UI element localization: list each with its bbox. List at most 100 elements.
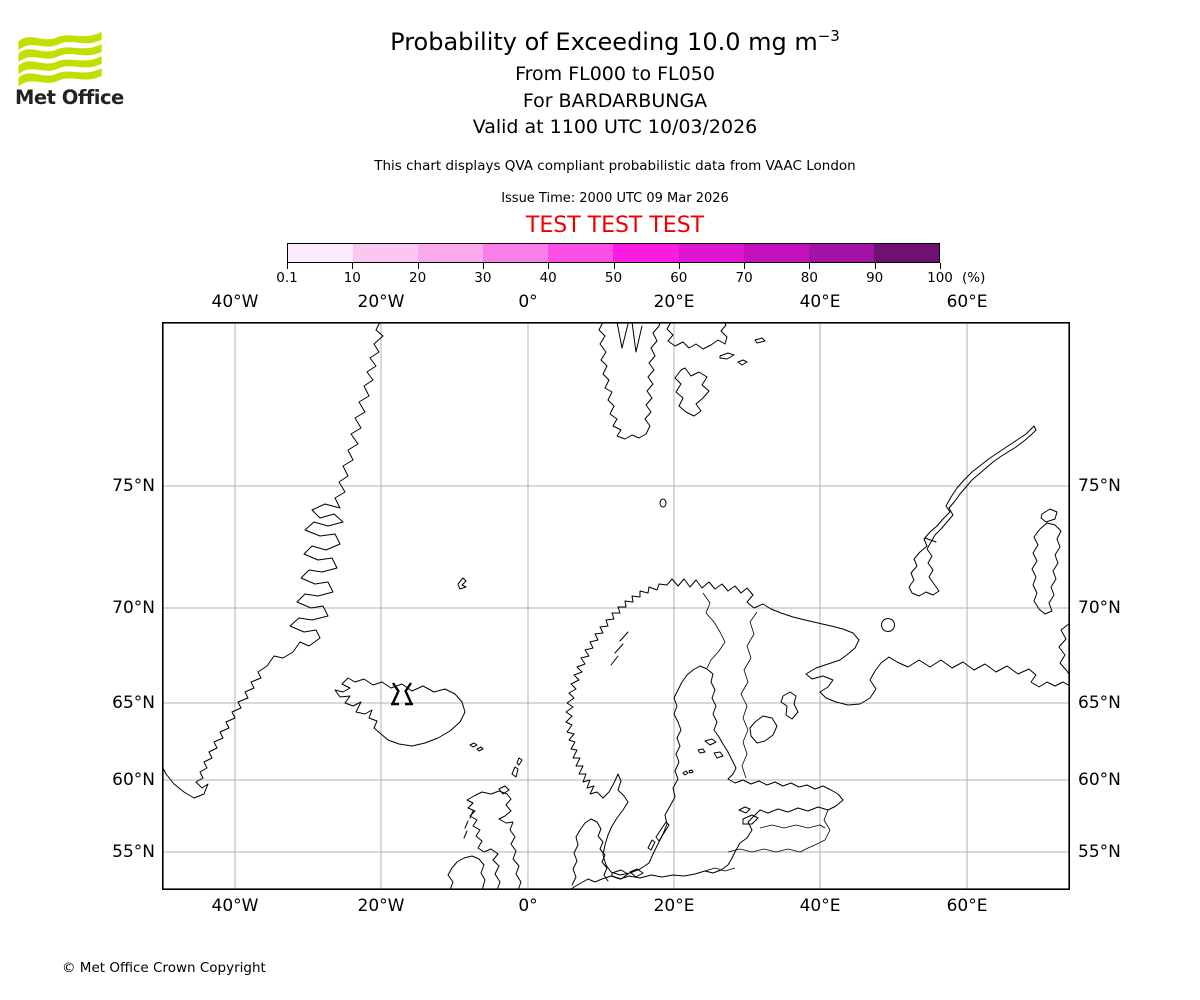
coast-faroe xyxy=(469,742,484,752)
coast-vaygach-islet xyxy=(1040,508,1058,523)
colorbar-tick-label: 90 xyxy=(866,270,884,286)
country-borders xyxy=(702,592,831,872)
subtitle-flight-levels: From FL000 to FL050 xyxy=(515,63,715,85)
lon-label-bottom-20w: 20°W xyxy=(357,896,405,916)
coast-lofoten xyxy=(610,631,629,666)
colorbar-tick-label: 80 xyxy=(800,270,818,286)
lat-label-left-70n: 70°N xyxy=(112,598,155,618)
coast-iceland xyxy=(334,677,466,747)
colorbar-tick-label: 100 xyxy=(927,270,953,286)
volcano-icon xyxy=(391,682,413,706)
colorbar-segment xyxy=(678,244,744,262)
coast-spitsbergen-fjords xyxy=(616,321,643,353)
colorbar-tick xyxy=(613,263,615,269)
coast-gotland xyxy=(655,821,670,842)
subtitle-volcano: For BARDARBUNGA xyxy=(522,90,708,112)
logo-waves-icon xyxy=(18,31,102,87)
colorbar-tick xyxy=(287,263,288,269)
lat-label-right-70n: 70°N xyxy=(1078,598,1121,618)
colorbar-segment xyxy=(353,244,419,262)
lat-label-right-55n: 55°N xyxy=(1078,842,1121,862)
test-banner: TEST TEST TEST xyxy=(525,213,705,238)
logo-wordmark: Met Office xyxy=(15,86,124,109)
lat-label-left-65n: 65°N xyxy=(112,693,155,713)
coast-novaya-zemlya xyxy=(908,425,1037,597)
colorbar-tick xyxy=(482,263,484,269)
colorbar-segment xyxy=(873,244,939,262)
lat-label-right-60n: 60°N xyxy=(1078,770,1121,790)
colorbar-tick-label: 40 xyxy=(539,270,557,286)
lon-label-bottom-40w: 40°W xyxy=(211,896,259,916)
coast-svalbard-islets xyxy=(719,337,766,366)
coast-shetland xyxy=(511,757,523,778)
lon-label-bottom-0: 0° xyxy=(518,896,538,916)
coast-jutland xyxy=(571,818,609,886)
colorbar-tick xyxy=(678,263,680,269)
lon-label-top-40w: 40°W xyxy=(211,292,259,312)
coast-orkney xyxy=(498,785,510,795)
coast-hebrides xyxy=(463,810,474,839)
lat-label-left-60n: 60°N xyxy=(112,770,155,790)
colorbar-tick xyxy=(548,263,550,269)
title-text: Probability of Exceeding 10.0 mg m xyxy=(390,28,818,56)
coast-ireland xyxy=(447,855,486,891)
title-exponent: −3 xyxy=(817,27,840,45)
lat-label-left-55n: 55°N xyxy=(112,842,155,862)
lon-label-top-20e: 20°E xyxy=(653,292,695,312)
colorbar-segment xyxy=(613,244,679,262)
coast-edgeoya xyxy=(674,367,710,417)
colorbar-tick-label: 10 xyxy=(343,270,361,286)
coast-vaygach xyxy=(1031,522,1062,615)
lon-label-top-20w: 20°W xyxy=(357,292,405,312)
colorbar-segment xyxy=(743,244,809,262)
issue-time-text: Issue Time: 2000 UTC 09 Mar 2026 xyxy=(501,191,729,206)
colorbar-tick xyxy=(874,263,876,269)
lake-ladoga xyxy=(749,715,778,744)
coast-oland xyxy=(647,839,656,851)
coast-britain xyxy=(466,790,522,891)
lon-label-bottom-60e: 60°E xyxy=(946,896,988,916)
met-office-logo-icon xyxy=(15,28,107,92)
lon-label-bottom-20e: 20°E xyxy=(653,896,695,916)
colorbar-segment xyxy=(483,244,549,262)
map-canvas xyxy=(161,321,1071,891)
lakes-finland xyxy=(697,738,724,759)
probability-colorbar xyxy=(287,243,940,263)
coast-mainland-baltic xyxy=(569,665,844,891)
colorbar-segment xyxy=(288,244,354,262)
colorbar-tick-label: 50 xyxy=(604,270,623,286)
lat-label-left-75n: 75°N xyxy=(112,476,155,496)
coast-spitsbergen xyxy=(598,321,661,440)
colorbar-tick-label: 70 xyxy=(735,270,753,286)
colorbar-tick xyxy=(352,263,354,269)
colorbar-segment xyxy=(548,244,614,262)
coast-jan-mayen xyxy=(457,577,467,590)
colorbar-segment xyxy=(418,244,484,262)
map-frame xyxy=(162,322,1071,891)
lon-label-top-0: 0° xyxy=(518,292,538,312)
colorbar-segment xyxy=(808,244,874,262)
page-title: Probability of Exceeding 10.0 mg m−3 xyxy=(390,27,840,56)
subtitle-valid-time: Valid at 1100 UTC 10/03/2026 xyxy=(472,116,758,138)
coast-yugorsky xyxy=(1058,622,1071,677)
coast-greenland xyxy=(161,321,384,799)
coast-nordaustlandet xyxy=(666,321,728,350)
lake-onega xyxy=(780,691,799,720)
lat-label-right-75n: 75°N xyxy=(1078,476,1121,496)
map-svg xyxy=(161,321,1071,891)
colorbar-tick xyxy=(940,263,941,269)
coast-danish-islands xyxy=(611,868,644,880)
colorbar-tick-label: 30 xyxy=(474,270,492,286)
colorbar-tick xyxy=(417,263,419,269)
colorbar-tick xyxy=(809,263,811,269)
coast-kolguyev xyxy=(881,618,895,632)
lon-label-bottom-40e: 40°E xyxy=(799,896,841,916)
coast-bear-island xyxy=(659,498,667,508)
colorbar-tick xyxy=(744,263,746,269)
colorbar-unit-label: (%) xyxy=(962,270,986,286)
coast-nz-strait xyxy=(924,537,937,543)
graticule-grid xyxy=(162,322,1070,890)
qva-info-text: This chart displays QVA compliant probab… xyxy=(374,158,856,174)
coastlines xyxy=(161,321,1071,891)
